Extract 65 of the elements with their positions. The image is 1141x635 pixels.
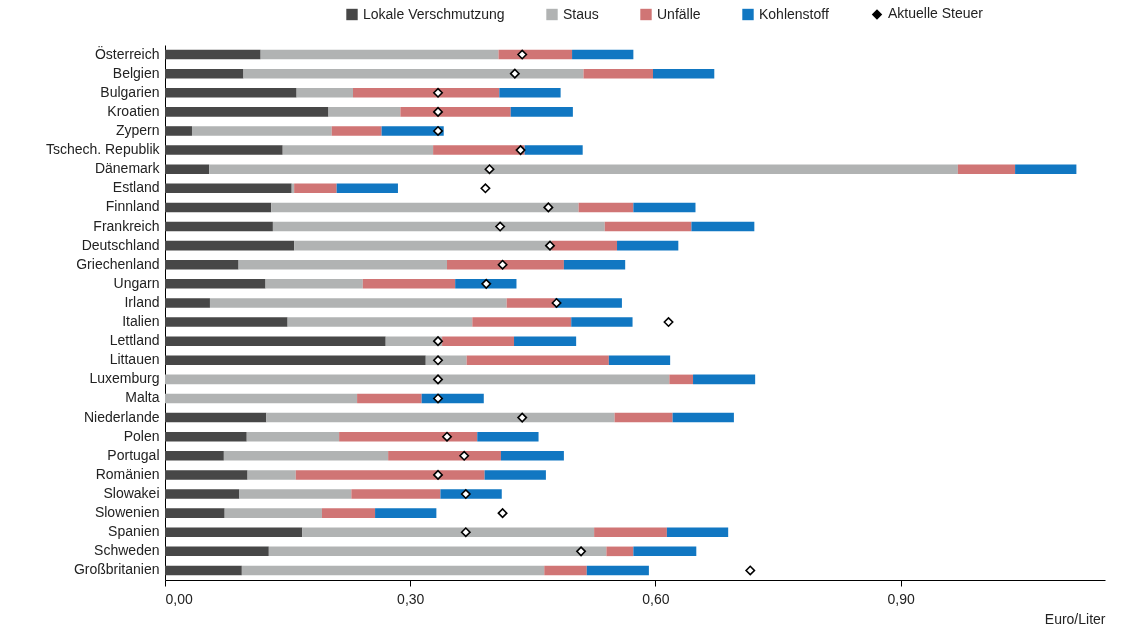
y-tick-label: Tschech. Republik bbox=[45, 141, 161, 158]
y-tick-label: Belgien bbox=[112, 64, 160, 81]
y-tick-label: Frankreich bbox=[93, 217, 160, 234]
y-tick-label: Griechenland bbox=[76, 255, 160, 272]
point bbox=[517, 412, 528, 423]
y-tick-label: Romänien bbox=[95, 465, 160, 482]
point bbox=[551, 297, 562, 308]
point bbox=[745, 565, 756, 576]
point bbox=[509, 68, 520, 79]
point bbox=[433, 374, 443, 385]
point bbox=[495, 221, 506, 232]
point bbox=[433, 469, 443, 480]
point bbox=[543, 202, 554, 213]
x-tick-label: 0,30 bbox=[397, 590, 425, 607]
legend-label: Unfälle bbox=[657, 5, 701, 22]
point bbox=[433, 87, 443, 98]
y-tick-label: Littauen bbox=[109, 351, 160, 368]
point bbox=[663, 317, 674, 328]
point bbox=[576, 546, 587, 557]
point bbox=[442, 431, 452, 442]
legend-label: Lokale Verschmutzung bbox=[363, 5, 505, 22]
y-tick-label: Schweden bbox=[94, 542, 160, 559]
y-tick-label: Irland bbox=[124, 293, 160, 310]
point bbox=[433, 393, 443, 404]
y-tick-label: Italien bbox=[122, 313, 160, 330]
point bbox=[481, 278, 492, 289]
x-tick-label: 0,00 bbox=[165, 590, 193, 607]
point bbox=[460, 527, 471, 538]
y-tick-label: Kroatien bbox=[107, 102, 160, 119]
y-tick-label: Lettland bbox=[109, 332, 160, 349]
y-tick-label: Deutschland bbox=[81, 236, 160, 253]
y-tick-label: Ungarn bbox=[113, 274, 160, 291]
point bbox=[459, 450, 470, 461]
x-tick-label: 0,60 bbox=[642, 590, 670, 607]
x-tick-label: 0,90 bbox=[887, 590, 915, 607]
y-tick-label: Estland bbox=[112, 179, 160, 196]
legend-label: Kohlenstoff bbox=[759, 5, 829, 22]
y-tick-label: Niederlande bbox=[84, 408, 160, 425]
y-tick-label: Bulgarien bbox=[100, 83, 160, 100]
point bbox=[460, 489, 471, 499]
y-tick-label: Finnland bbox=[105, 198, 160, 215]
y-tick-label: Spanien bbox=[108, 523, 160, 540]
point bbox=[515, 145, 526, 156]
y-tick-label: Österreich bbox=[94, 44, 160, 62]
y-tick-label: Großbritanien bbox=[73, 561, 160, 578]
point bbox=[433, 106, 443, 117]
y-tick-label: Polen bbox=[123, 427, 160, 444]
point bbox=[484, 164, 495, 175]
legend-label: Staus bbox=[563, 5, 599, 22]
y-tick-label: Malta bbox=[125, 389, 160, 406]
y-tick-label: Dänemark bbox=[94, 160, 161, 177]
y-tick-label: Zypern bbox=[115, 121, 160, 138]
point bbox=[497, 508, 508, 519]
point bbox=[433, 126, 443, 136]
point bbox=[497, 259, 508, 270]
y-tick-label: Luxemburg bbox=[89, 370, 160, 387]
y-tick-label: Slowenien bbox=[94, 504, 160, 521]
point bbox=[480, 183, 491, 194]
y-tick-label: Portugal bbox=[107, 446, 160, 463]
y-tick-label: Slowakei bbox=[103, 485, 160, 502]
point bbox=[433, 355, 443, 366]
point bbox=[517, 49, 528, 60]
legend-label: Aktuelle Steuer bbox=[888, 5, 984, 22]
x-axis-title: Euro/Liter bbox=[1044, 610, 1106, 627]
point bbox=[545, 240, 555, 251]
